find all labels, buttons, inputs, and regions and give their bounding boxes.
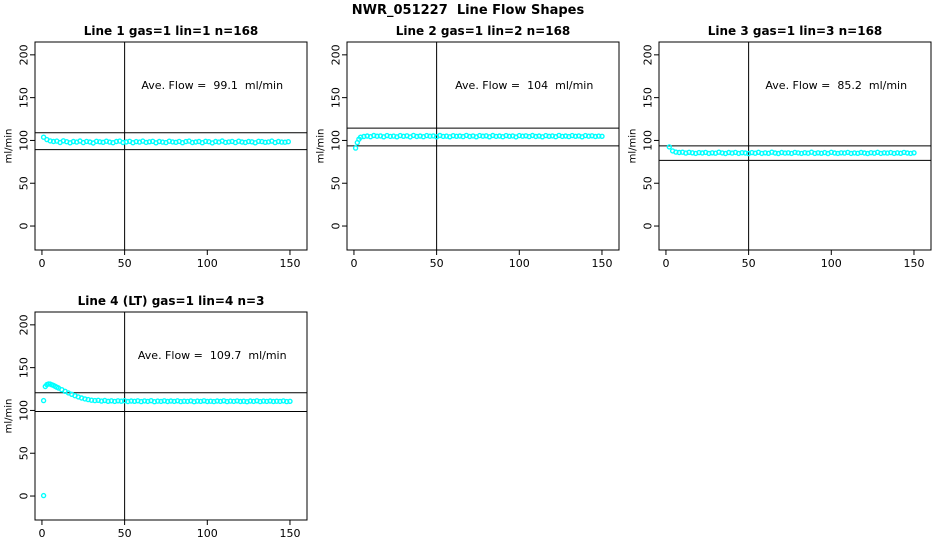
y-tick-label: 200: [642, 44, 655, 65]
y-tick-label: 100: [330, 130, 343, 151]
y-tick-label: 100: [18, 400, 31, 421]
subplot-line-3: Line 3 gas=1 lin=3 n=168 0 50 100 150 0 50 100 1…: [624, 0, 936, 270]
y-axis-label: ml/min: [4, 399, 15, 434]
data-point: [352, 145, 359, 151]
subplot-title: Line 3 gas=1 lin=3 n=168: [708, 24, 883, 38]
x-tick-label: 0: [662, 257, 669, 270]
x-tick-label: 0: [38, 527, 45, 540]
data-point: [40, 397, 47, 404]
y-tick-label: 0: [330, 223, 343, 230]
x-tick-label: 50: [118, 257, 132, 270]
y-tick-label: 0: [18, 493, 31, 500]
ave-flow-annotation: Ave. Flow = 109.7 ml/min: [138, 349, 287, 362]
data-point: [666, 144, 672, 150]
x-tick-label: 50: [430, 257, 444, 270]
y-axis-label: ml/min: [628, 129, 639, 164]
y-tick-label: 150: [330, 87, 343, 108]
y-tick-label: 0: [18, 223, 31, 230]
x-tick-label: 150: [591, 257, 612, 270]
x-tick-label: 0: [38, 257, 45, 270]
ave-flow-annotation: Ave. Flow = 104 ml/min: [455, 79, 593, 92]
x-tick-label: 50: [742, 257, 756, 270]
y-tick-label: 0: [642, 223, 655, 230]
y-tick-label: 150: [18, 87, 31, 108]
subplot-title: Line 1 gas=1 lin=1 n=168: [84, 24, 259, 38]
y-tick-label: 200: [17, 44, 30, 65]
plot-box: [34, 311, 308, 521]
x-tick-label: 150: [279, 527, 300, 540]
data-point: [285, 138, 291, 145]
data-point: [40, 134, 47, 140]
y-tick-label: 50: [330, 176, 343, 190]
y-tick-label: 50: [18, 176, 31, 190]
plot-box: [346, 41, 620, 251]
data-point: [599, 133, 605, 140]
chart-canvas-line-2: Line 2 gas=1 lin=2 n=168 0 50 100 150 0 50 100 1…: [316, 24, 620, 270]
chart-canvas-line-1: Line 1 gas=1 lin=1 n=168 0 50 100 150 0 50 100 1…: [4, 24, 308, 270]
data-point: [40, 492, 47, 499]
x-tick-label: 100: [509, 257, 530, 270]
y-tick-label: 100: [18, 130, 31, 151]
y-tick-label: 150: [18, 357, 31, 378]
chart-canvas-line-3: Line 3 gas=1 lin=3 n=168 0 50 100 150 0 50 100 1…: [628, 24, 932, 270]
subplot-title: Line 2 gas=1 lin=2 n=168: [396, 24, 571, 38]
x-tick-label: 50: [118, 527, 132, 540]
data-point: [911, 150, 917, 156]
x-tick-label: 0: [350, 257, 357, 270]
x-tick-label: 100: [197, 257, 218, 270]
x-tick-label: 150: [903, 257, 924, 270]
y-tick-label: 50: [18, 446, 31, 460]
subplot-title: Line 4 (LT) gas=1 lin=4 n=3: [78, 294, 265, 308]
x-tick-label: 100: [197, 527, 218, 540]
y-tick-label: 100: [642, 130, 655, 151]
subplot-line-4: Line 4 (LT) gas=1 lin=4 n=3 0 50 100 150 0 50 1…: [0, 270, 312, 540]
x-tick-label: 150: [279, 257, 300, 270]
plot-box: [34, 41, 308, 251]
y-tick-label: 200: [17, 314, 30, 335]
y-tick-label: 150: [642, 87, 655, 108]
subplot-line-2: Line 2 gas=1 lin=2 n=168 0 50 100 150 0 50 100 1…: [312, 0, 624, 270]
plot-box: [658, 41, 932, 251]
y-axis-label: ml/min: [316, 129, 327, 164]
ave-flow-annotation: Ave. Flow = 99.1 ml/min: [141, 79, 283, 92]
y-axis-label: ml/min: [4, 129, 15, 164]
y-tick-label: 200: [330, 44, 343, 65]
figure-title: NWR_051227 Line Flow Shapes: [351, 3, 585, 18]
data-point: [287, 398, 293, 405]
y-tick-label: 50: [642, 176, 655, 190]
ave-flow-annotation: Ave. Flow = 85.2 ml/min: [765, 79, 907, 92]
x-tick-label: 100: [821, 257, 842, 270]
chart-canvas-line-4: Line 4 (LT) gas=1 lin=4 n=3 0 50 100 150 0 50 1…: [4, 294, 308, 540]
subplot-line-1: Line 1 gas=1 lin=1 n=168 0 50 100 150 0 50 100 1…: [0, 0, 312, 270]
